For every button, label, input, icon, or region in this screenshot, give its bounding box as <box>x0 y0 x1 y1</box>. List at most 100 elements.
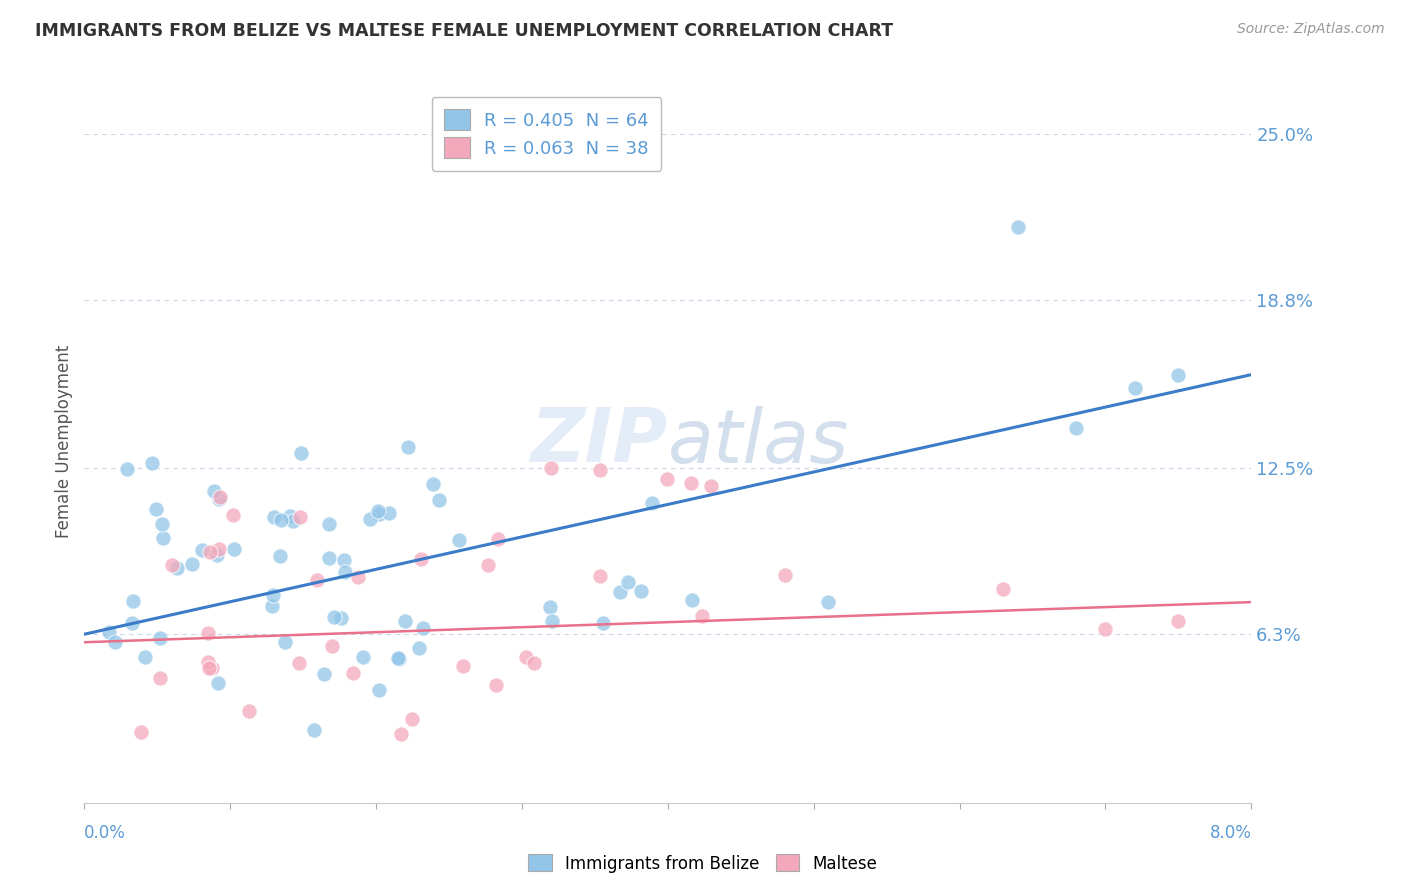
Point <box>197 655 219 669</box>
Point <box>540 461 562 475</box>
Point <box>323 610 346 624</box>
Point <box>817 595 839 609</box>
Point <box>359 512 381 526</box>
Point <box>477 558 499 573</box>
Point <box>332 553 354 567</box>
Point <box>302 723 325 738</box>
Point <box>342 665 364 680</box>
Point <box>447 533 470 547</box>
Point <box>609 584 631 599</box>
Point <box>198 660 221 674</box>
Point <box>1167 614 1189 628</box>
Point <box>104 635 127 649</box>
Point <box>773 568 796 582</box>
Point <box>367 504 389 518</box>
Point <box>197 625 219 640</box>
Point <box>269 549 291 563</box>
Point <box>616 574 638 589</box>
Point <box>589 463 612 477</box>
Point <box>408 640 430 655</box>
Point <box>166 561 188 575</box>
Point <box>318 551 340 566</box>
Point <box>422 477 444 491</box>
Point <box>655 472 678 486</box>
Text: 0.0%: 0.0% <box>84 823 127 841</box>
Point <box>208 491 231 505</box>
Point <box>1123 381 1146 395</box>
Point <box>641 496 664 510</box>
Legend: Immigrants from Belize, Maltese: Immigrants from Belize, Maltese <box>522 847 884 880</box>
Point <box>121 615 143 630</box>
Point <box>274 634 297 648</box>
Point <box>699 479 721 493</box>
Point <box>288 657 311 671</box>
Point <box>321 639 343 653</box>
Point <box>180 557 202 571</box>
Point <box>690 609 713 624</box>
Point <box>290 446 312 460</box>
Point <box>281 514 304 528</box>
Point <box>1167 368 1189 382</box>
Point <box>290 510 312 524</box>
Point <box>1007 220 1029 235</box>
Point <box>198 545 221 559</box>
Point <box>307 573 329 587</box>
Point <box>207 676 229 690</box>
Point <box>238 704 260 718</box>
Point <box>262 588 284 602</box>
Point <box>412 622 434 636</box>
Point <box>993 582 1015 596</box>
Point <box>681 475 703 490</box>
Point <box>122 594 145 608</box>
Point <box>205 548 228 562</box>
Point <box>394 615 416 629</box>
Point <box>388 652 411 666</box>
Point <box>224 541 246 556</box>
Point <box>347 570 370 584</box>
Point <box>145 502 167 516</box>
Legend: R = 0.405  N = 64, R = 0.063  N = 38: R = 0.405 N = 64, R = 0.063 N = 38 <box>432 96 661 170</box>
Point <box>401 712 423 726</box>
Point <box>115 462 138 476</box>
Text: ZIP: ZIP <box>530 405 668 478</box>
Point <box>515 649 537 664</box>
Point <box>1066 421 1088 435</box>
Point <box>486 532 509 546</box>
Point <box>538 599 561 614</box>
Point <box>589 569 612 583</box>
Point <box>312 666 335 681</box>
Point <box>141 456 163 470</box>
Text: 8.0%: 8.0% <box>1209 823 1251 841</box>
Point <box>270 513 292 527</box>
Point <box>134 650 156 665</box>
Point <box>262 599 284 614</box>
Point <box>201 661 224 675</box>
Point <box>149 671 172 685</box>
Point <box>592 616 614 631</box>
Y-axis label: Female Unemployment: Female Unemployment <box>55 345 73 538</box>
Point <box>202 483 225 498</box>
Text: IMMIGRANTS FROM BELIZE VS MALTESE FEMALE UNEMPLOYMENT CORRELATION CHART: IMMIGRANTS FROM BELIZE VS MALTESE FEMALE… <box>35 22 893 40</box>
Text: Source: ZipAtlas.com: Source: ZipAtlas.com <box>1237 22 1385 37</box>
Point <box>263 509 285 524</box>
Point <box>335 566 357 580</box>
Text: atlas: atlas <box>668 406 849 477</box>
Point <box>1094 622 1116 636</box>
Point <box>352 650 374 665</box>
Point <box>523 657 546 671</box>
Point <box>207 542 229 557</box>
Point <box>396 440 419 454</box>
Point <box>389 727 412 741</box>
Point <box>630 583 652 598</box>
Point <box>208 491 231 506</box>
Point <box>280 509 302 524</box>
Point <box>409 552 432 566</box>
Point <box>150 516 173 531</box>
Point <box>191 543 214 558</box>
Point <box>541 614 564 628</box>
Point <box>318 516 340 531</box>
Point <box>149 631 172 645</box>
Point <box>129 725 152 739</box>
Point <box>484 678 506 692</box>
Point <box>162 558 184 573</box>
